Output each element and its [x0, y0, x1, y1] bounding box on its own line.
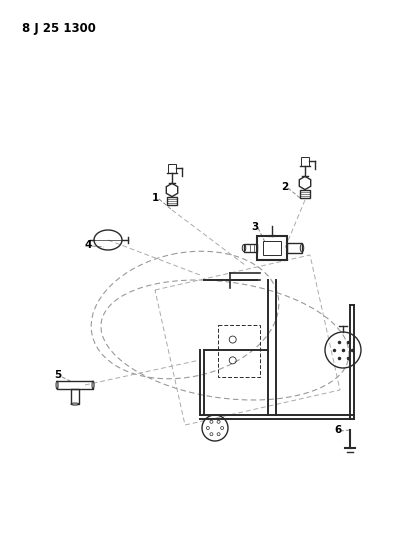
Bar [167, 197, 177, 205]
Bar [57, 381, 93, 389]
Text: 4: 4 [84, 240, 92, 250]
Text: 6: 6 [334, 425, 342, 435]
Text: 2: 2 [282, 182, 289, 192]
Bar [71, 389, 79, 404]
Ellipse shape [92, 381, 94, 389]
Bar [268, 280, 276, 415]
Bar [301, 157, 309, 166]
Ellipse shape [71, 403, 79, 405]
Text: 5: 5 [54, 370, 62, 380]
Bar [168, 164, 176, 173]
Bar [300, 190, 310, 198]
Bar [263, 241, 281, 255]
Text: 8 J 25 1300: 8 J 25 1300 [22, 22, 96, 35]
Text: 1: 1 [151, 193, 159, 203]
Text: 3: 3 [251, 222, 259, 232]
Bar [287, 243, 302, 253]
Bar [257, 236, 287, 260]
Ellipse shape [56, 381, 58, 389]
Bar [244, 244, 257, 252]
Bar [218, 325, 260, 377]
